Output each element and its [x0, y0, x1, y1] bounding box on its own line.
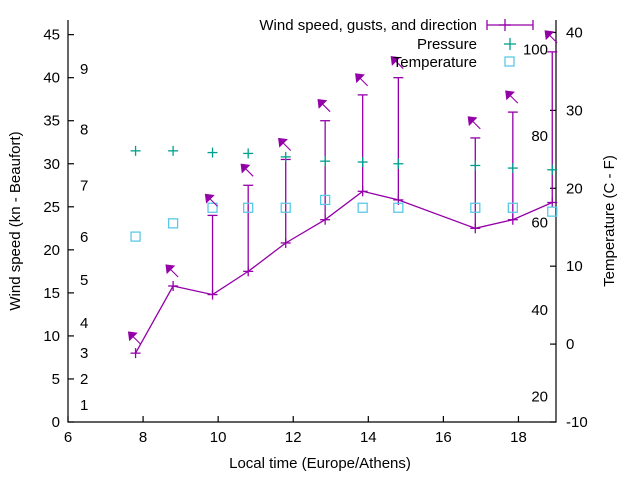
fahrenheit-label: 100	[523, 42, 548, 59]
wind-direction-arrow	[204, 193, 218, 207]
chart-legend: Wind speed, gusts, and direction Pressur…	[259, 17, 534, 71]
fahrenheit-label: 20	[531, 388, 548, 405]
y2-tick-label: 20	[566, 180, 583, 197]
legend-swatch-pressure	[504, 38, 516, 50]
y2-tick-label: -10	[566, 414, 588, 431]
y2-axis-ticks: -10 0 10 20 30 40	[550, 24, 588, 431]
wind-speed-markers	[130, 186, 558, 359]
arrow-tail	[548, 34, 558, 44]
y-tick-label: 35	[43, 113, 60, 130]
wind-direction-arrow	[317, 99, 331, 113]
temperature-marker	[207, 202, 218, 213]
temperature-marker	[547, 206, 558, 217]
y-tick-label: 20	[43, 242, 60, 259]
y2-tick-label: 30	[566, 102, 583, 119]
beaufort-label: 3	[80, 345, 88, 362]
x-tick-label: 12	[285, 429, 302, 446]
temperature-markers	[130, 194, 558, 242]
legend-label-temperature: Temperature	[393, 54, 477, 71]
beaufort-label: 6	[80, 229, 88, 246]
wind-direction-arrow	[544, 30, 558, 44]
plot-frame	[67, 20, 557, 423]
arrow-tail	[471, 120, 481, 130]
arrow-tail	[244, 167, 254, 177]
temperature-marker	[280, 202, 291, 213]
arrow-tail	[132, 335, 141, 345]
arrow-tail	[359, 77, 369, 87]
y-tick-label: 15	[43, 285, 60, 302]
beaufort-label: 4	[80, 315, 88, 332]
temperature-marker	[319, 194, 331, 206]
x-tick-label: 14	[360, 429, 377, 446]
fahrenheit-label: 60	[531, 215, 548, 232]
wind-direction-arrow	[390, 56, 404, 70]
y-tick-label: 10	[43, 328, 60, 345]
wind-direction-arrow	[467, 116, 481, 130]
fahrenheit-scale-labels: 20 40 60 80 100	[523, 42, 548, 406]
x-axis-ticks: 6 8 10 12 14 16 18	[64, 416, 527, 446]
plot-border	[67, 20, 557, 423]
temperature-marker	[357, 202, 368, 213]
wind-direction-arrow	[355, 73, 369, 87]
arrow-tail	[321, 103, 331, 113]
temperature-marker	[167, 218, 179, 229]
fahrenheit-label: 80	[531, 128, 548, 145]
fahrenheit-label: 40	[531, 302, 548, 319]
y-axis-title: Wind speed (kn - Beaufort)	[7, 131, 24, 310]
y-tick-label: 25	[43, 199, 60, 216]
legend-swatch-temperature	[504, 56, 515, 67]
y-tick-label: 5	[52, 371, 60, 388]
beaufort-label: 5	[80, 272, 88, 289]
beaufort-scale-labels: 1 2 3 4 5 6 7 8 9	[80, 61, 88, 414]
x-tick-label: 18	[510, 429, 527, 446]
y2-tick-label: 10	[566, 258, 583, 275]
x-axis-title: Local time (Europe/Athens)	[229, 455, 411, 472]
beaufort-label: 1	[80, 397, 88, 414]
y2-tick-label: 40	[566, 24, 583, 41]
pressure-markers	[130, 145, 558, 175]
wind-direction-arrow	[505, 90, 519, 104]
temperature-marker	[470, 202, 481, 213]
arrow-tail	[509, 94, 519, 104]
y-tick-label: 45	[43, 27, 60, 44]
beaufort-label: 8	[80, 121, 88, 138]
x-tick-label: 8	[139, 429, 147, 446]
y2-tick-label: 0	[566, 336, 574, 353]
gust-error-bars	[207, 51, 558, 295]
wind-direction-arrow	[278, 137, 292, 151]
beaufort-label: 7	[80, 177, 88, 194]
x-tick-label: 10	[210, 429, 227, 446]
wind-direction-arrow	[240, 163, 254, 177]
arrow-tail	[169, 268, 179, 278]
y-tick-label: 40	[43, 70, 60, 87]
y-tick-label: 30	[43, 156, 60, 173]
x-tick-label: 16	[435, 429, 452, 446]
y2-axis-title: Temperature (C - F)	[601, 155, 618, 287]
legend-label-wind: Wind speed, gusts, and direction	[259, 17, 477, 34]
temperature-marker	[507, 202, 518, 213]
y-axis-ticks: 0 5 10 15 20 25 30 35 40 45	[43, 27, 74, 431]
wind-direction-arrow	[127, 331, 141, 345]
beaufort-label: 9	[80, 61, 88, 78]
legend-label-pressure: Pressure	[417, 36, 477, 53]
arrow-tail	[209, 198, 218, 207]
arrow-tail	[282, 142, 292, 151]
y-tick-label: 0	[52, 414, 60, 431]
temperature-marker	[243, 202, 254, 213]
temperature-marker	[130, 231, 141, 242]
wind-direction-arrow	[165, 264, 179, 278]
temperature-marker	[393, 202, 404, 213]
beaufort-label: 2	[80, 371, 88, 388]
wind-direction-arrows	[127, 30, 558, 345]
x-tick-label: 6	[64, 429, 72, 446]
legend-swatch-wind	[486, 19, 534, 31]
arrow-tail	[394, 60, 404, 70]
